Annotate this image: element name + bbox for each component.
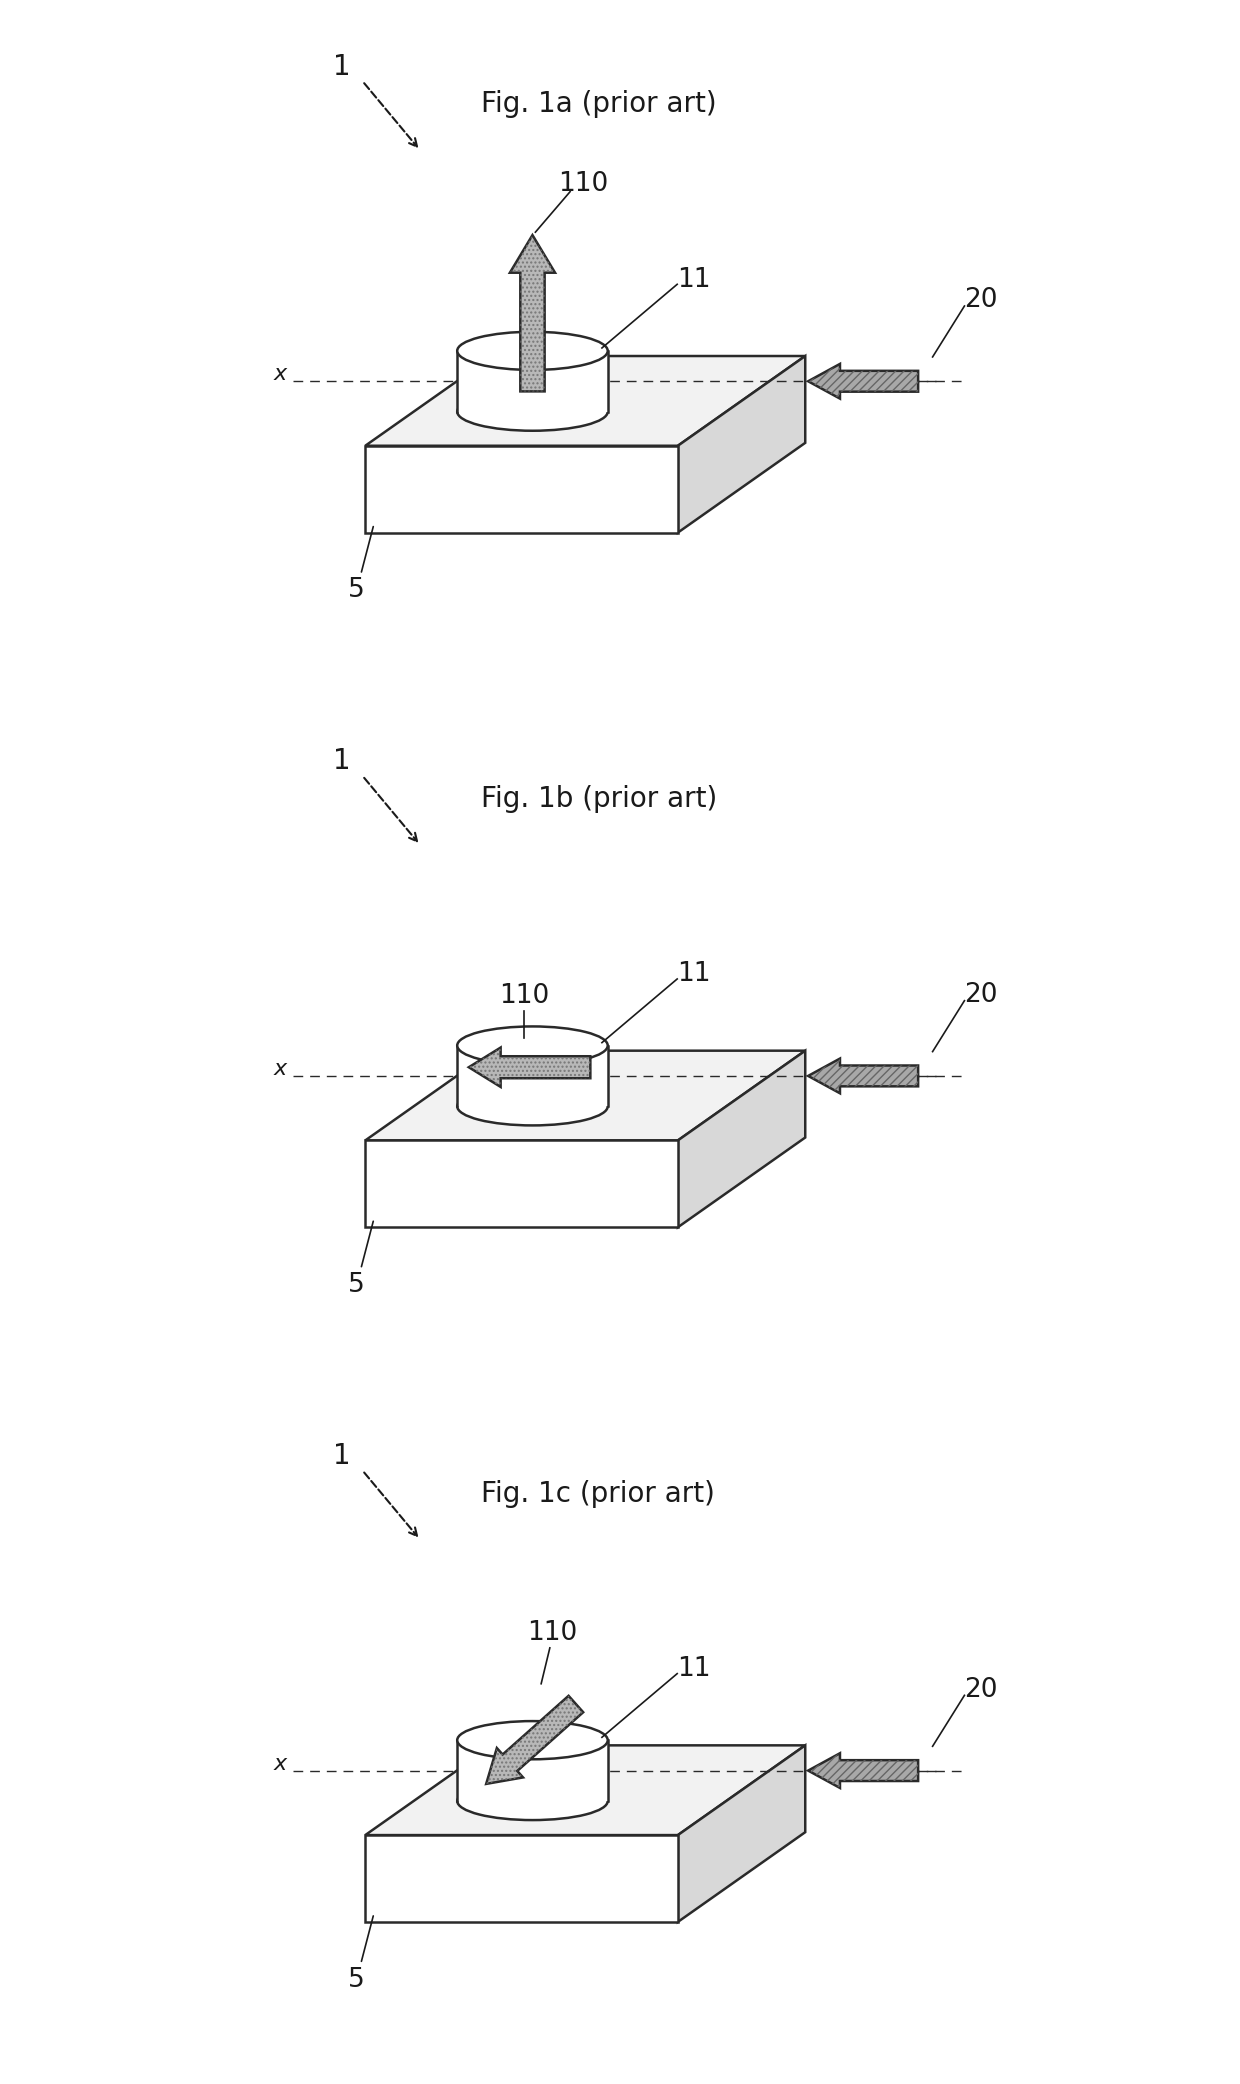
Polygon shape xyxy=(366,1836,678,1921)
Text: Fig. 1a (prior art): Fig. 1a (prior art) xyxy=(481,90,717,119)
Text: 110: 110 xyxy=(498,984,549,1009)
Text: 20: 20 xyxy=(963,1676,997,1703)
Text: 11: 11 xyxy=(677,961,711,988)
Text: x: x xyxy=(274,1059,286,1080)
Text: x: x xyxy=(274,365,286,383)
Polygon shape xyxy=(366,446,678,534)
Ellipse shape xyxy=(458,392,608,431)
Ellipse shape xyxy=(458,331,608,371)
Polygon shape xyxy=(678,1050,805,1227)
Ellipse shape xyxy=(458,1721,608,1759)
Text: 5: 5 xyxy=(348,527,373,604)
Text: Fig. 1c (prior art): Fig. 1c (prior art) xyxy=(481,1480,715,1507)
Ellipse shape xyxy=(458,1088,608,1125)
FancyArrow shape xyxy=(510,235,556,392)
Text: 11: 11 xyxy=(677,267,711,292)
Polygon shape xyxy=(366,1140,678,1227)
Text: 1: 1 xyxy=(334,1442,351,1469)
Text: 20: 20 xyxy=(963,982,997,1009)
Polygon shape xyxy=(366,1746,805,1836)
Ellipse shape xyxy=(458,1027,608,1065)
Ellipse shape xyxy=(458,1782,608,1819)
Polygon shape xyxy=(458,1046,608,1107)
FancyArrow shape xyxy=(808,365,918,398)
Polygon shape xyxy=(458,350,608,413)
FancyArrow shape xyxy=(808,1753,918,1788)
Polygon shape xyxy=(678,1746,805,1921)
Text: 20: 20 xyxy=(963,288,997,313)
Text: 110: 110 xyxy=(527,1619,578,1646)
FancyArrow shape xyxy=(808,1059,918,1094)
Polygon shape xyxy=(366,356,805,446)
Text: 110: 110 xyxy=(558,171,609,198)
FancyArrow shape xyxy=(469,1048,590,1088)
Text: 5: 5 xyxy=(348,1221,373,1298)
Text: 11: 11 xyxy=(677,1657,711,1682)
Text: 1: 1 xyxy=(334,748,351,775)
Polygon shape xyxy=(678,356,805,534)
Text: x: x xyxy=(274,1753,286,1773)
FancyArrow shape xyxy=(486,1696,583,1784)
Text: 1: 1 xyxy=(334,52,351,81)
Polygon shape xyxy=(366,1050,805,1140)
Text: Fig. 1b (prior art): Fig. 1b (prior art) xyxy=(481,786,717,813)
Polygon shape xyxy=(458,1740,608,1801)
Text: 5: 5 xyxy=(348,1915,373,1992)
